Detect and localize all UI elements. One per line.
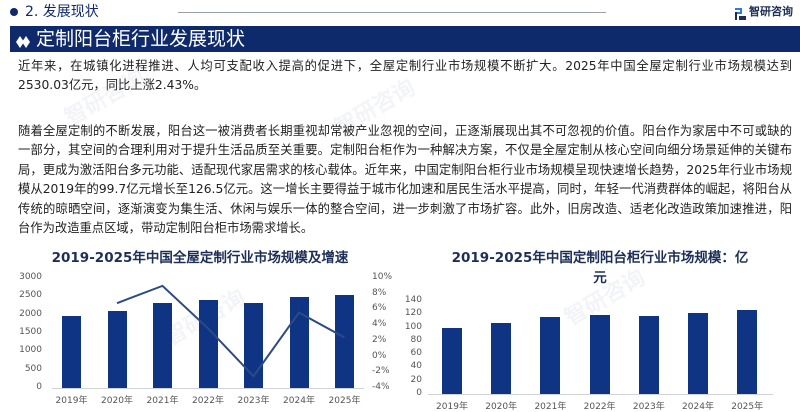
y-axis-tick-left: 3000	[19, 272, 42, 282]
chart-balcony-cabinet-market: 2019-2025年中国定制阳台柜行业市场规模：亿元 0 20 40 60 80 100 1…	[400, 244, 800, 412]
bar	[540, 317, 561, 394]
diamond-icon	[16, 33, 30, 48]
bar	[153, 303, 172, 388]
bar	[589, 314, 610, 394]
bar	[491, 323, 512, 394]
growth-rate-line	[116, 284, 345, 378]
y-axis-tick-right: 2%	[372, 334, 387, 345]
page-title: 定制阳台柜行业发展现状	[36, 28, 246, 50]
chart-title: 2019-2025年中国全屋定制行业市场规模及增速	[51, 250, 349, 266]
y-axis-tick: 20	[410, 374, 422, 385]
y-axis-tick-left: 2500	[19, 290, 42, 301]
y-axis-tick-right: 6%	[372, 303, 387, 314]
body-paragraph: 随着全屋定制的不断发展，阳台这一被消费者长期重视却常被产业忽视的空间，正逐渐展现…	[18, 124, 792, 236]
y-axis-tick-left: 0	[36, 382, 42, 392]
y-axis-tick-right: -4%	[372, 382, 390, 392]
y-axis-tick-left: 1000	[19, 345, 42, 356]
intro-paragraph: 近年来，在城镇化进程推进、人均可支配收入提高的促进下，全屋定制行业市场规模不断扩…	[18, 59, 792, 93]
y-axis-tick-right: 8%	[372, 287, 387, 298]
bar	[198, 300, 218, 388]
bar	[107, 310, 127, 388]
x-axis-label: 2019年	[436, 402, 468, 412]
x-axis-label: 2021年	[534, 402, 567, 412]
x-axis-label: 2020年	[485, 402, 518, 412]
title-banner: 定制阳台柜行业发展现状	[10, 26, 800, 52]
bar	[62, 315, 81, 388]
bar	[335, 295, 354, 388]
section-label: 2. 发展现状	[25, 4, 99, 20]
y-axis-tick: 100	[404, 321, 422, 332]
x-axis-line	[428, 394, 773, 395]
y-axis-tick-right: 10%	[372, 272, 393, 282]
chart-title-text: 2019-2025年中国定制阳台柜行业市场规模：亿元	[451, 250, 749, 286]
x-axis-label: 2023年	[632, 402, 665, 412]
y-axis-tick-right: 0%	[372, 350, 387, 361]
x-axis-label: 2022年	[583, 402, 616, 412]
y-axis-tick: 60	[410, 348, 422, 359]
brand-name: 智研咨询	[749, 5, 793, 18]
y-axis-tick: 0	[416, 388, 422, 398]
bar	[688, 312, 708, 394]
bullet-dot-icon	[10, 8, 18, 16]
x-axis-label: 2024年	[682, 402, 714, 412]
bar	[638, 316, 659, 394]
y-axis-tick: 40	[410, 361, 422, 372]
brand-logo-icon	[735, 5, 746, 20]
y-axis-tick-right: 4%	[372, 319, 387, 330]
x-axis-line	[52, 388, 364, 389]
x-axis-label: 2025年	[731, 402, 764, 412]
y-axis-tick: 120	[404, 308, 422, 319]
y-axis-tick: 80	[410, 334, 422, 345]
y-axis-tick: 140	[404, 295, 422, 305]
divider	[178, 12, 606, 13]
y-axis-tick-left: 2000	[19, 308, 42, 319]
top-bar: 2. 发展现状 智研咨询	[0, 0, 800, 24]
bar	[442, 327, 462, 394]
y-axis-tick-left: 1500	[19, 327, 42, 337]
y-axis-tick-left: 500	[24, 363, 42, 374]
y-axis-tick-right: -2%	[372, 366, 390, 377]
chart-title: 2019-2025年中国定制阳台柜行业市场规模：亿元	[400, 248, 800, 288]
brand-logo: 智研咨询	[735, 3, 793, 20]
bar	[244, 302, 263, 388]
bar	[737, 309, 758, 394]
chart-whole-house-custom-market: 2019-2025年中国全屋定制行业市场规模及增速 0 500 1000 1500 20…	[0, 244, 400, 406]
